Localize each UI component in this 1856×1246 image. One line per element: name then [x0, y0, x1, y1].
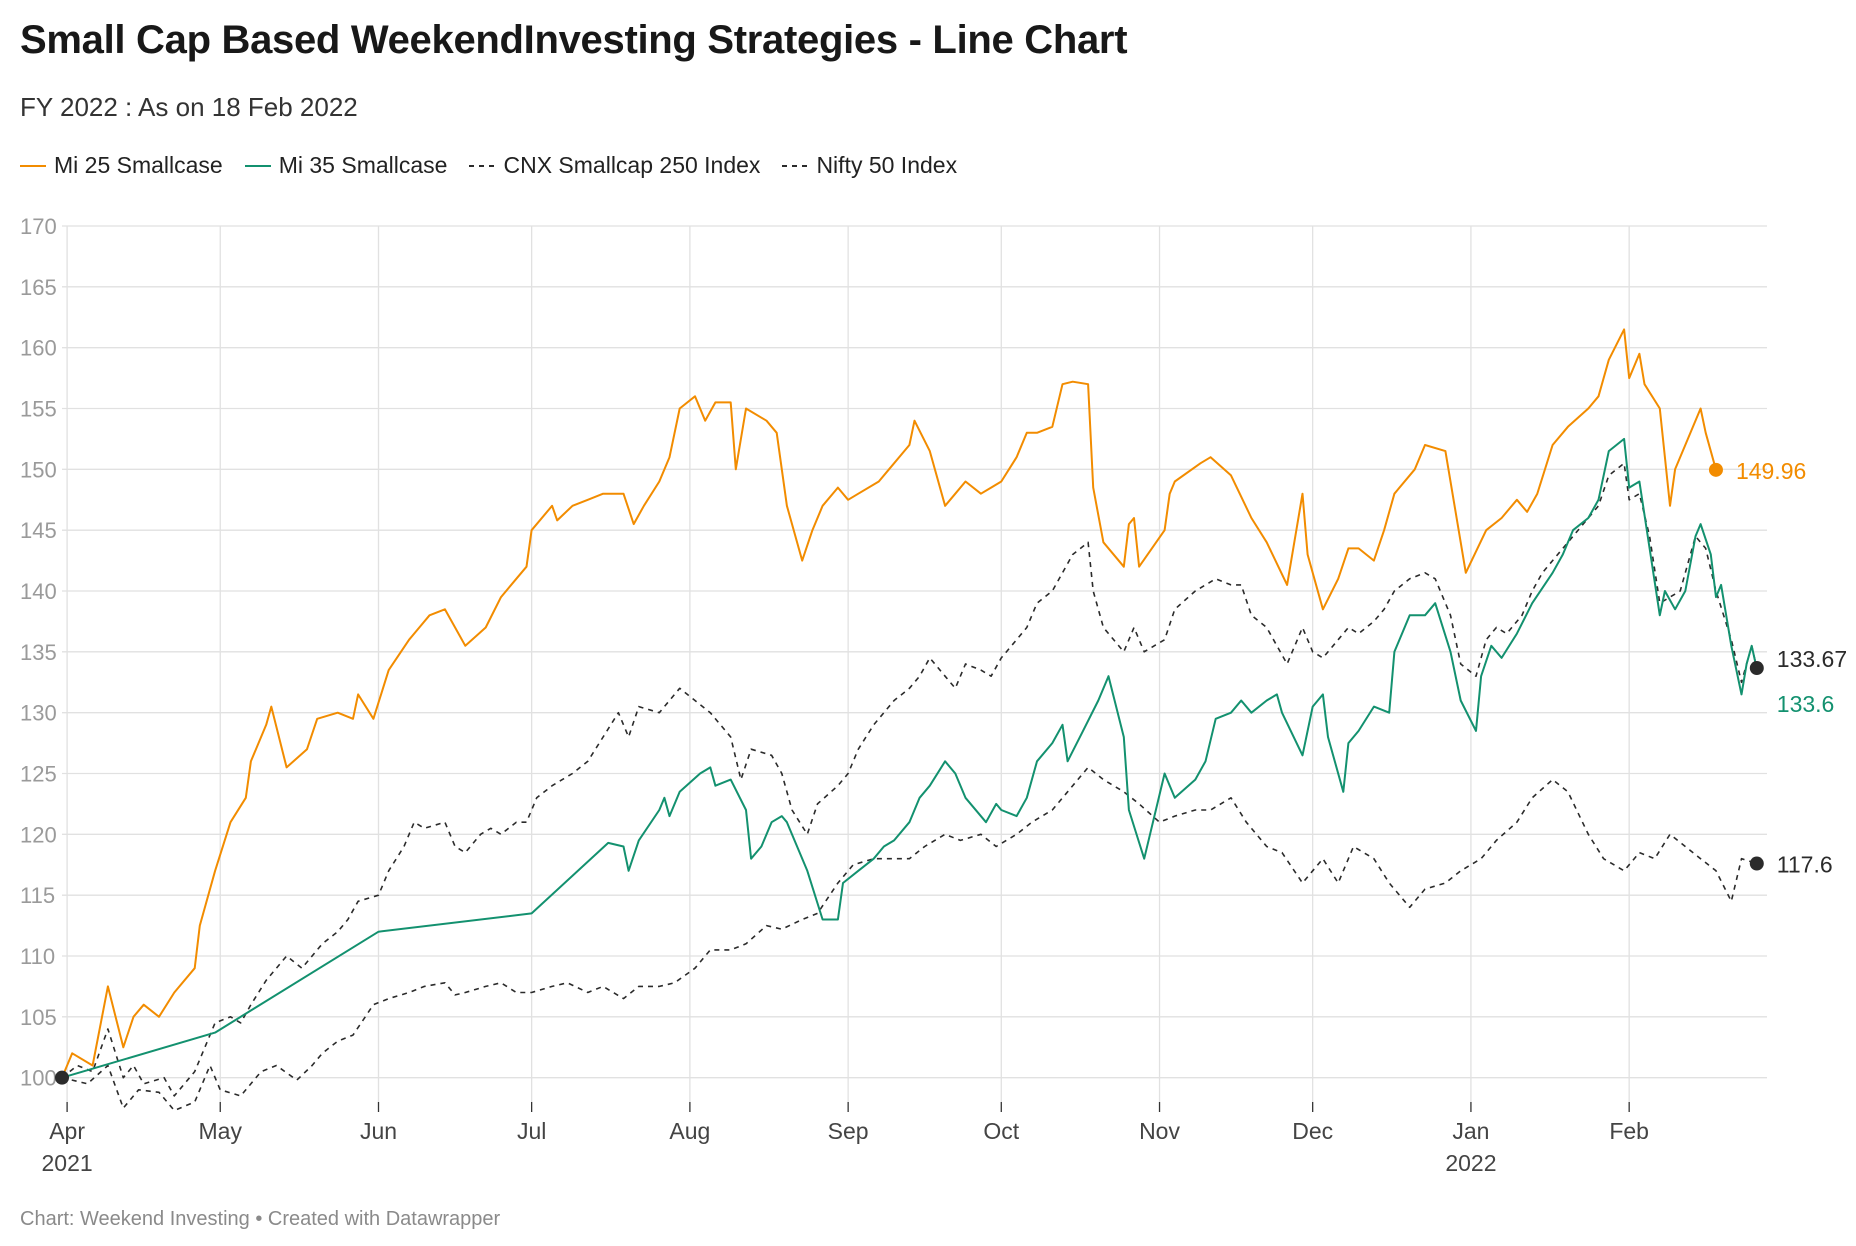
legend: Mi 25 Smallcase Mi 35 Smallcase CNX Smallc…: [20, 152, 979, 179]
x-tick-label-feb: Feb: [1609, 1118, 1649, 1144]
y-tick-label-170: 170: [20, 214, 57, 239]
legend-label: CNX Smallcap 250 Index: [503, 152, 761, 178]
series-line-cnx-smallcap-250-index: [61, 462, 1758, 1097]
legend-item-mi-35-smallcase: Mi 35 Smallcase: [244, 152, 448, 179]
chart-credit: Chart: Weekend Investing • Created with …: [20, 1208, 501, 1230]
end-point-dot-mi-25-smallcase: [1708, 462, 1723, 477]
y-tick-label-100: 100: [20, 1066, 57, 1091]
start-point-dot: [55, 1070, 69, 1085]
y-tick-label-120: 120: [20, 822, 57, 847]
series-line-mi-25-smallcase: [61, 328, 1717, 1079]
chart-subtitle: FY 2022 : As on 18 Feb 2022: [20, 92, 358, 122]
x-tick-label-dec: Dec: [1292, 1118, 1333, 1144]
x-tick-year-2022: 2022: [1445, 1150, 1496, 1176]
y-tick-label-135: 135: [20, 640, 57, 665]
x-tick-label-may: May: [199, 1118, 243, 1144]
y-tick-label-130: 130: [20, 701, 57, 726]
legend-item-mi-25-smallcase: Mi 25 Smallcase: [20, 152, 223, 179]
end-label-nifty-50-index: 117.6: [1777, 852, 1833, 878]
end-label-mi-35-smallcase: 133.6: [1777, 691, 1835, 717]
x-tick-label-jan: Jan: [1452, 1118, 1489, 1144]
legend-item-nifty-50-index: Nifty 50 Index: [782, 152, 957, 179]
chart-title: Small Cap Based WeekendInvesting Strateg…: [20, 18, 1128, 62]
legend-swatch-cnx-smallcap-250-index: [469, 164, 496, 167]
series-line-nifty-50-index: [61, 766, 1758, 1112]
legend-label: Mi 25 Smallcase: [54, 152, 223, 178]
y-tick-label-125: 125: [20, 762, 57, 787]
legend-label: Mi 35 Smallcase: [278, 152, 448, 178]
legend-swatch-nifty-50-index: [782, 164, 809, 167]
series-line-mi-35-smallcase: [61, 437, 1758, 1079]
end-label-cnx-smallcap-250-index: 133.67: [1777, 646, 1847, 672]
end-point-dot-cnx-smallcap-250-index: [1749, 661, 1764, 676]
y-tick-label-165: 165: [20, 275, 57, 300]
legend-item-cnx-smallcap-250-index: CNX Smallcap 250 Index: [469, 152, 760, 179]
y-tick-label-115: 115: [20, 883, 55, 908]
end-point-dot-nifty-50-index: [1749, 856, 1764, 871]
y-tick-label-150: 150: [20, 457, 57, 482]
y-tick-label-110: 110: [20, 944, 55, 969]
x-tick-year-2021: 2021: [42, 1150, 93, 1176]
legend-label: Nifty 50 Index: [816, 152, 958, 178]
x-tick-label-nov: Nov: [1139, 1118, 1180, 1144]
x-tick-label-oct: Oct: [983, 1118, 1019, 1144]
legend-swatch-mi-35-smallcase: [244, 164, 271, 167]
y-tick-label-155: 155: [20, 397, 57, 422]
y-tick-label-105: 105: [20, 1005, 57, 1030]
legend-swatch-mi-25-smallcase: [20, 164, 46, 167]
y-tick-label-140: 140: [20, 579, 57, 604]
x-tick-label-apr: Apr: [49, 1118, 85, 1144]
end-label-mi-25-smallcase: 149.96: [1736, 458, 1806, 484]
y-tick-label-160: 160: [20, 336, 57, 361]
x-tick-label-jul: Jul: [517, 1118, 546, 1144]
x-tick-label-sep: Sep: [828, 1118, 869, 1144]
line-chart: 100 105 110 115 120 125 130 135 140 145 150 155 160 1…: [20, 214, 1847, 1176]
x-tick-label-aug: Aug: [669, 1118, 710, 1144]
y-tick-label-145: 145: [20, 518, 57, 543]
x-tick-label-jun: Jun: [360, 1118, 397, 1144]
